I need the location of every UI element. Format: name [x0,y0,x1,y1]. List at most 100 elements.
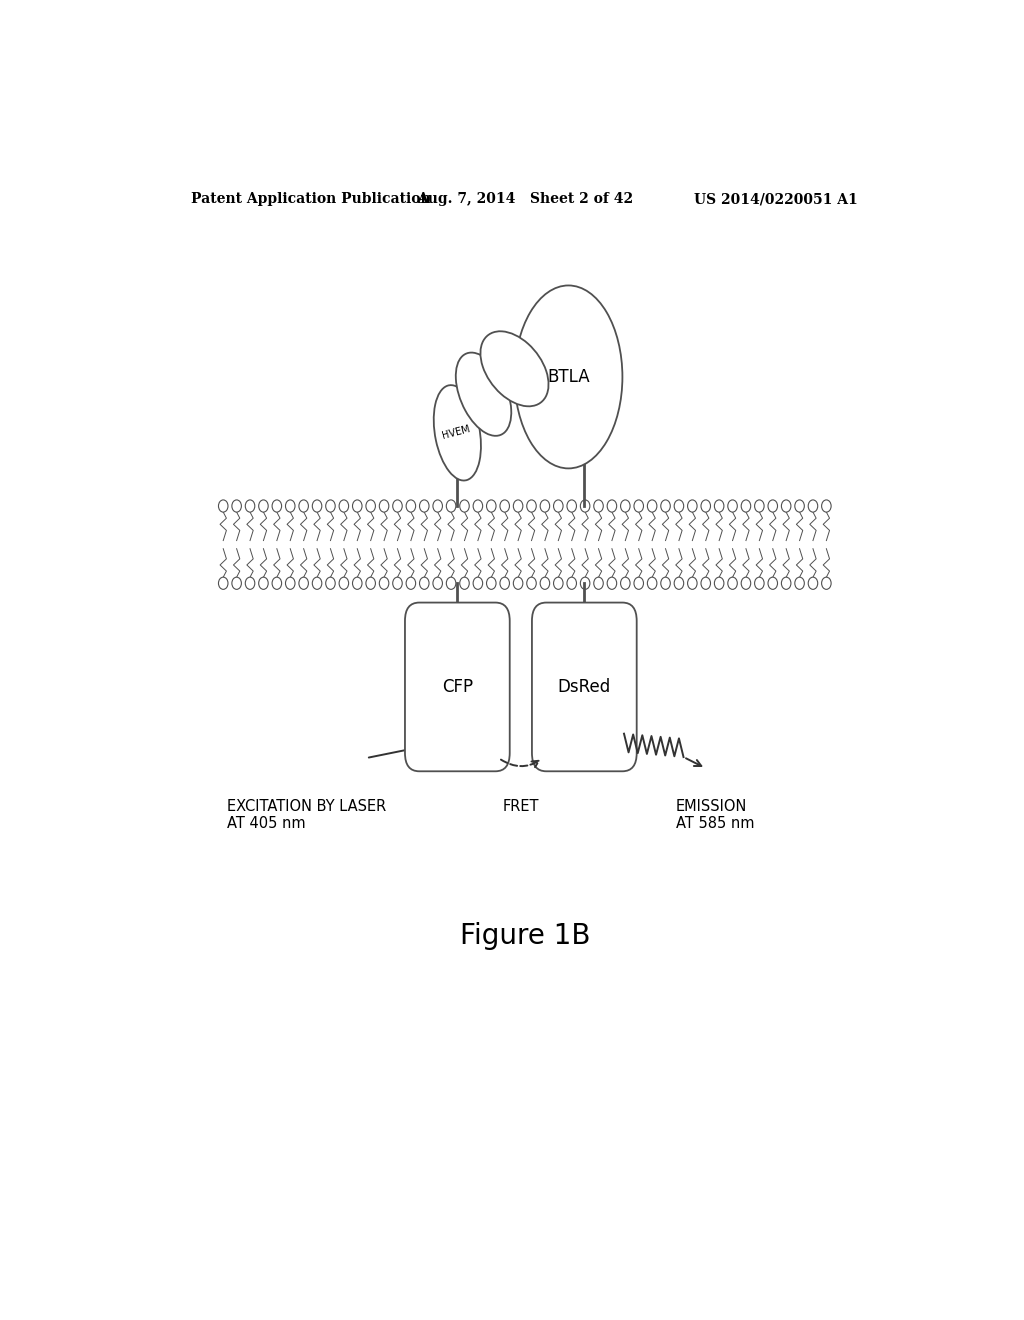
Circle shape [500,500,510,512]
Circle shape [554,577,563,589]
Circle shape [795,500,804,512]
Circle shape [272,577,282,589]
Text: EXCITATION BY LASER
AT 405 nm: EXCITATION BY LASER AT 405 nm [227,799,386,832]
Text: DsRed: DsRed [558,678,611,696]
Circle shape [326,500,335,512]
Circle shape [407,577,416,589]
Circle shape [781,500,791,512]
Circle shape [526,577,537,589]
Circle shape [660,500,671,512]
FancyArrowPatch shape [501,759,539,767]
Ellipse shape [480,331,549,407]
Circle shape [272,500,282,512]
Circle shape [326,577,335,589]
Text: FRET: FRET [503,799,539,813]
Ellipse shape [456,352,511,436]
Circle shape [460,500,469,512]
Circle shape [768,577,777,589]
Circle shape [701,500,711,512]
Circle shape [446,577,456,589]
Circle shape [755,500,764,512]
Circle shape [526,500,537,512]
Circle shape [366,577,376,589]
Circle shape [393,500,402,512]
Circle shape [420,577,429,589]
Circle shape [299,500,308,512]
Circle shape [286,577,295,589]
Circle shape [339,500,348,512]
Circle shape [473,577,482,589]
Circle shape [768,500,777,512]
Circle shape [741,577,751,589]
Circle shape [687,500,697,512]
Circle shape [554,500,563,512]
Circle shape [755,577,764,589]
Circle shape [433,500,442,512]
Circle shape [246,500,255,512]
Ellipse shape [514,285,623,469]
Circle shape [312,577,322,589]
Circle shape [581,500,590,512]
Circle shape [352,577,362,589]
Circle shape [420,500,429,512]
Circle shape [352,500,362,512]
Circle shape [621,500,630,512]
Circle shape [218,500,228,512]
Circle shape [231,577,242,589]
Text: CFP: CFP [441,678,473,696]
Text: EMISSION
AT 585 nm: EMISSION AT 585 nm [676,799,755,832]
Circle shape [540,577,550,589]
Circle shape [781,577,791,589]
Circle shape [607,577,616,589]
Circle shape [460,577,469,589]
Circle shape [218,577,228,589]
Circle shape [821,500,831,512]
Circle shape [286,500,295,512]
Circle shape [339,577,348,589]
Circle shape [660,577,671,589]
Circle shape [407,500,416,512]
Circle shape [634,500,643,512]
Text: Patent Application Publication: Patent Application Publication [191,191,431,206]
Circle shape [259,577,268,589]
Circle shape [500,577,510,589]
FancyBboxPatch shape [531,602,637,771]
Ellipse shape [434,385,481,480]
FancyBboxPatch shape [404,602,510,771]
Circle shape [446,500,456,512]
Circle shape [674,577,684,589]
Circle shape [647,577,656,589]
Text: US 2014/0220051 A1: US 2014/0220051 A1 [694,191,858,206]
Circle shape [513,500,523,512]
Circle shape [715,500,724,512]
Text: BTLA: BTLA [547,368,590,385]
Circle shape [486,500,496,512]
Circle shape [393,577,402,589]
Text: Aug. 7, 2014   Sheet 2 of 42: Aug. 7, 2014 Sheet 2 of 42 [417,191,633,206]
Circle shape [567,500,577,512]
Circle shape [821,577,831,589]
Circle shape [634,577,643,589]
Circle shape [687,577,697,589]
Circle shape [741,500,751,512]
Circle shape [728,500,737,512]
Circle shape [246,577,255,589]
Circle shape [607,500,616,512]
Circle shape [728,577,737,589]
Circle shape [715,577,724,589]
Circle shape [379,500,389,512]
Circle shape [808,500,818,512]
Circle shape [299,577,308,589]
Circle shape [674,500,684,512]
Circle shape [621,577,630,589]
Circle shape [513,577,523,589]
Circle shape [581,577,590,589]
Circle shape [231,500,242,512]
Circle shape [486,577,496,589]
Circle shape [808,577,818,589]
Circle shape [259,500,268,512]
Circle shape [433,577,442,589]
Circle shape [795,577,804,589]
Circle shape [312,500,322,512]
Circle shape [567,577,577,589]
